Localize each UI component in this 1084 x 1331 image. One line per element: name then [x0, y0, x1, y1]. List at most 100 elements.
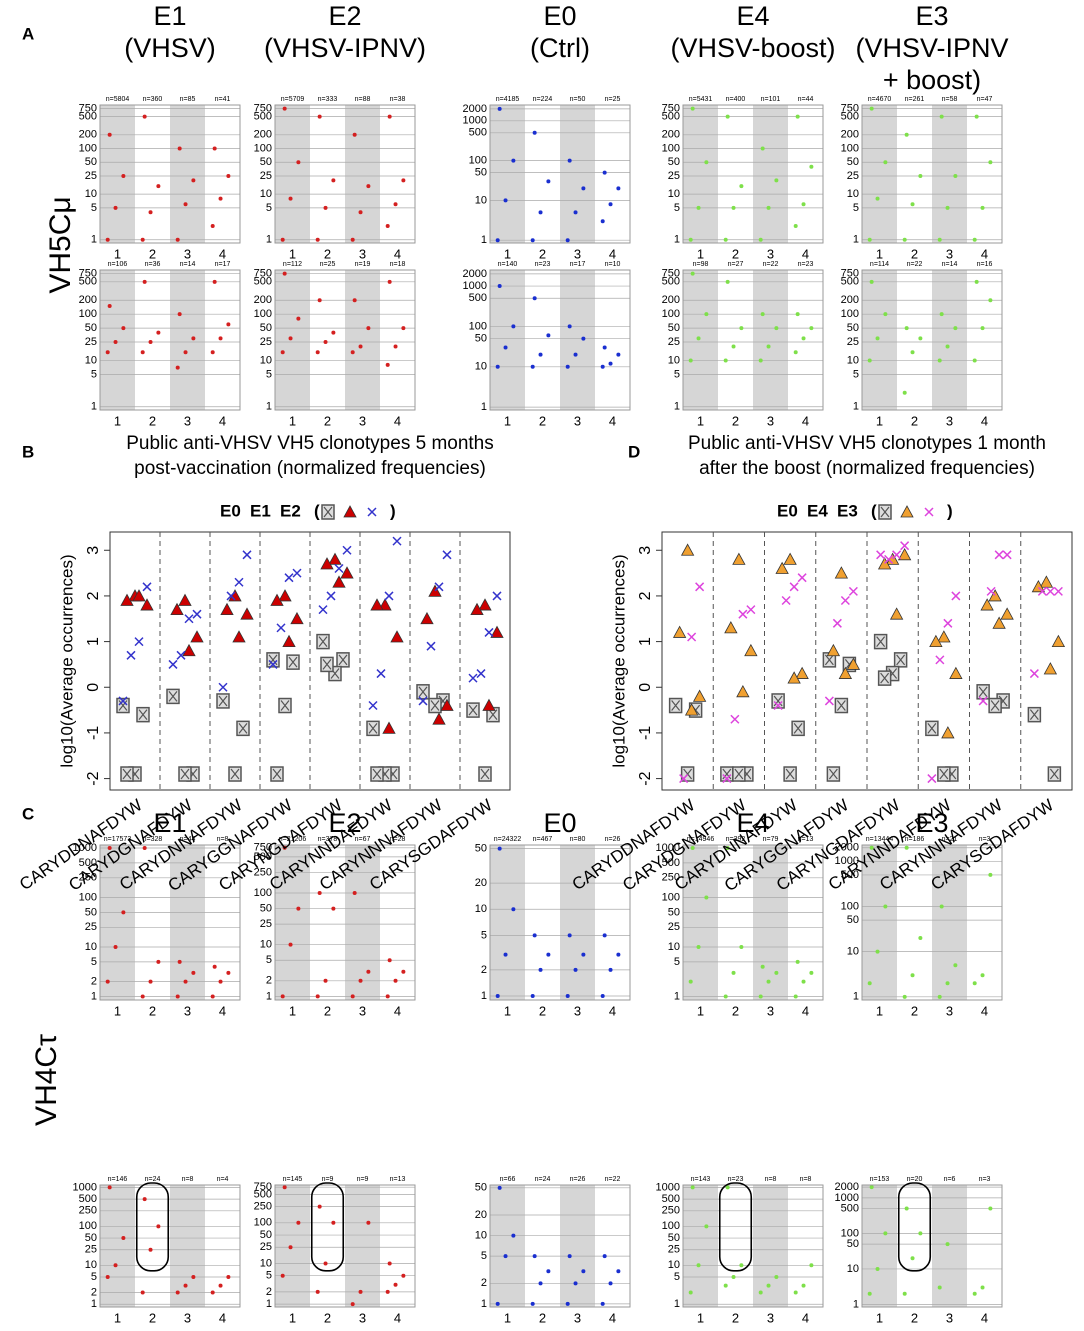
y-tick-label: 50 [475, 842, 487, 854]
triangle-marker [988, 589, 1002, 602]
x-tick-label: 4 [609, 1003, 616, 1018]
x-tick-label: 2 [732, 246, 739, 261]
y-tick-label: 50 [260, 156, 272, 168]
x-marker [943, 618, 953, 628]
x-tick-label: 3 [767, 413, 774, 428]
plot-frame [489, 269, 631, 411]
box-marker [120, 766, 134, 782]
point [793, 1290, 798, 1295]
point [809, 1263, 814, 1268]
legend: E0 E4 E3 () [777, 501, 953, 520]
point [904, 1206, 909, 1211]
point [988, 872, 993, 877]
x-tick-label: 3 [574, 413, 581, 428]
point [495, 364, 500, 369]
point [387, 958, 392, 963]
y-tick-label: 100 [662, 891, 680, 903]
y-tick-label: 750 [79, 103, 97, 115]
y-tick-label: 750 [254, 842, 272, 854]
point [918, 936, 923, 941]
x-marker [142, 582, 152, 592]
y-tick-label: 200 [254, 129, 272, 141]
y-tick-label: 750 [662, 103, 680, 115]
n-label: n=17 [215, 261, 231, 268]
point [282, 271, 287, 276]
box-cross [288, 656, 298, 668]
x-tick-label: 4 [609, 1310, 616, 1325]
y-tick-label: 25 [847, 170, 859, 182]
point [401, 178, 406, 183]
box-cross [118, 700, 128, 711]
legend-name: E4 [807, 501, 828, 520]
point [352, 298, 357, 303]
triangle-marker [795, 666, 809, 679]
box-cross [939, 768, 949, 780]
x-marker [292, 568, 302, 578]
x-marker [392, 536, 402, 546]
point [323, 340, 328, 345]
y-tick-label: 250 [662, 872, 680, 884]
n-label: n=360 [143, 96, 163, 103]
x-tick-label: 3 [574, 1003, 581, 1018]
n-label: n=5709 [281, 96, 305, 103]
y-tick-label: 1 [674, 1298, 680, 1310]
box-cross [990, 700, 1000, 711]
box-marker [266, 652, 280, 668]
x-tick-label: 3 [946, 246, 953, 261]
n-label: n=8 [765, 1176, 777, 1183]
y-tick-label: 200 [79, 294, 97, 306]
triangle-marker [290, 611, 304, 625]
y-tick-label: 25 [668, 1244, 680, 1256]
box-cross [368, 722, 378, 734]
point [296, 316, 301, 321]
point [296, 906, 301, 911]
y-tick-label: 250 [254, 866, 272, 878]
point [766, 344, 771, 349]
box-cross [722, 768, 732, 780]
x-tick-label: 4 [802, 413, 809, 428]
point [288, 942, 293, 947]
column-title: (VHSV-boost) [670, 33, 835, 63]
y-tick-label: 1 [853, 401, 859, 413]
box-cross [480, 768, 490, 780]
triangle-marker [190, 630, 204, 643]
triangle-marker [775, 561, 789, 574]
n-label: n=80 [570, 836, 586, 843]
n-label: n=186 [905, 836, 925, 843]
point [565, 994, 570, 999]
point [511, 907, 516, 912]
box-cross [880, 506, 890, 518]
triangle-marker [120, 593, 134, 606]
point [511, 1233, 516, 1238]
point [497, 284, 502, 289]
y-tick-label: 10 [260, 1257, 272, 1269]
box-marker [878, 504, 892, 520]
plot-frame [489, 104, 631, 244]
point [511, 324, 516, 329]
y-tick-label: 1000 [463, 115, 487, 127]
point [352, 132, 357, 137]
y-tick-label: 200 [662, 129, 680, 141]
point [760, 312, 765, 317]
point [600, 994, 605, 999]
box-marker [236, 720, 250, 737]
point [210, 224, 215, 229]
n-label: n=41 [215, 96, 231, 103]
band [753, 845, 788, 1000]
point [177, 959, 182, 964]
point [723, 358, 728, 363]
x-marker [118, 696, 128, 706]
box-marker [925, 720, 939, 737]
box-marker [286, 654, 300, 670]
y-tick-label: 500 [841, 111, 859, 123]
point [795, 312, 800, 317]
point [725, 114, 730, 119]
x-tick-label: 1 [697, 1310, 704, 1325]
n-label: n=8 [800, 1176, 812, 1183]
band [275, 845, 310, 1000]
n-label: n=18 [390, 261, 406, 268]
triangle-marker [846, 657, 861, 670]
plot-frame [861, 844, 1003, 1001]
y-tick-label: 100 [662, 1220, 680, 1232]
point [902, 994, 907, 999]
